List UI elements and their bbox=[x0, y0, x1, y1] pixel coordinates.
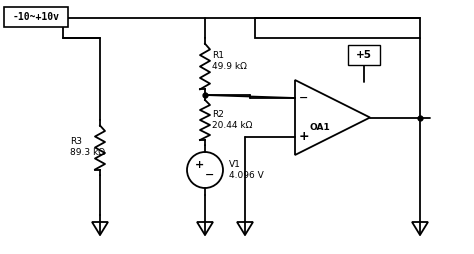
Text: -10~+10v: -10~+10v bbox=[12, 12, 60, 22]
Text: R3
89.3 kΩ: R3 89.3 kΩ bbox=[70, 137, 105, 157]
FancyBboxPatch shape bbox=[348, 45, 380, 65]
Text: +5: +5 bbox=[356, 50, 372, 60]
Text: +: + bbox=[299, 131, 310, 144]
Text: R1
49.9 kΩ: R1 49.9 kΩ bbox=[212, 51, 247, 71]
FancyBboxPatch shape bbox=[4, 7, 68, 27]
Text: +: + bbox=[195, 160, 205, 170]
Text: R2
20.44 kΩ: R2 20.44 kΩ bbox=[212, 110, 252, 130]
Text: −: − bbox=[299, 93, 309, 103]
Text: OA1: OA1 bbox=[310, 123, 330, 132]
Text: −: − bbox=[205, 170, 215, 180]
Text: V1
4.096 V: V1 4.096 V bbox=[229, 160, 264, 180]
